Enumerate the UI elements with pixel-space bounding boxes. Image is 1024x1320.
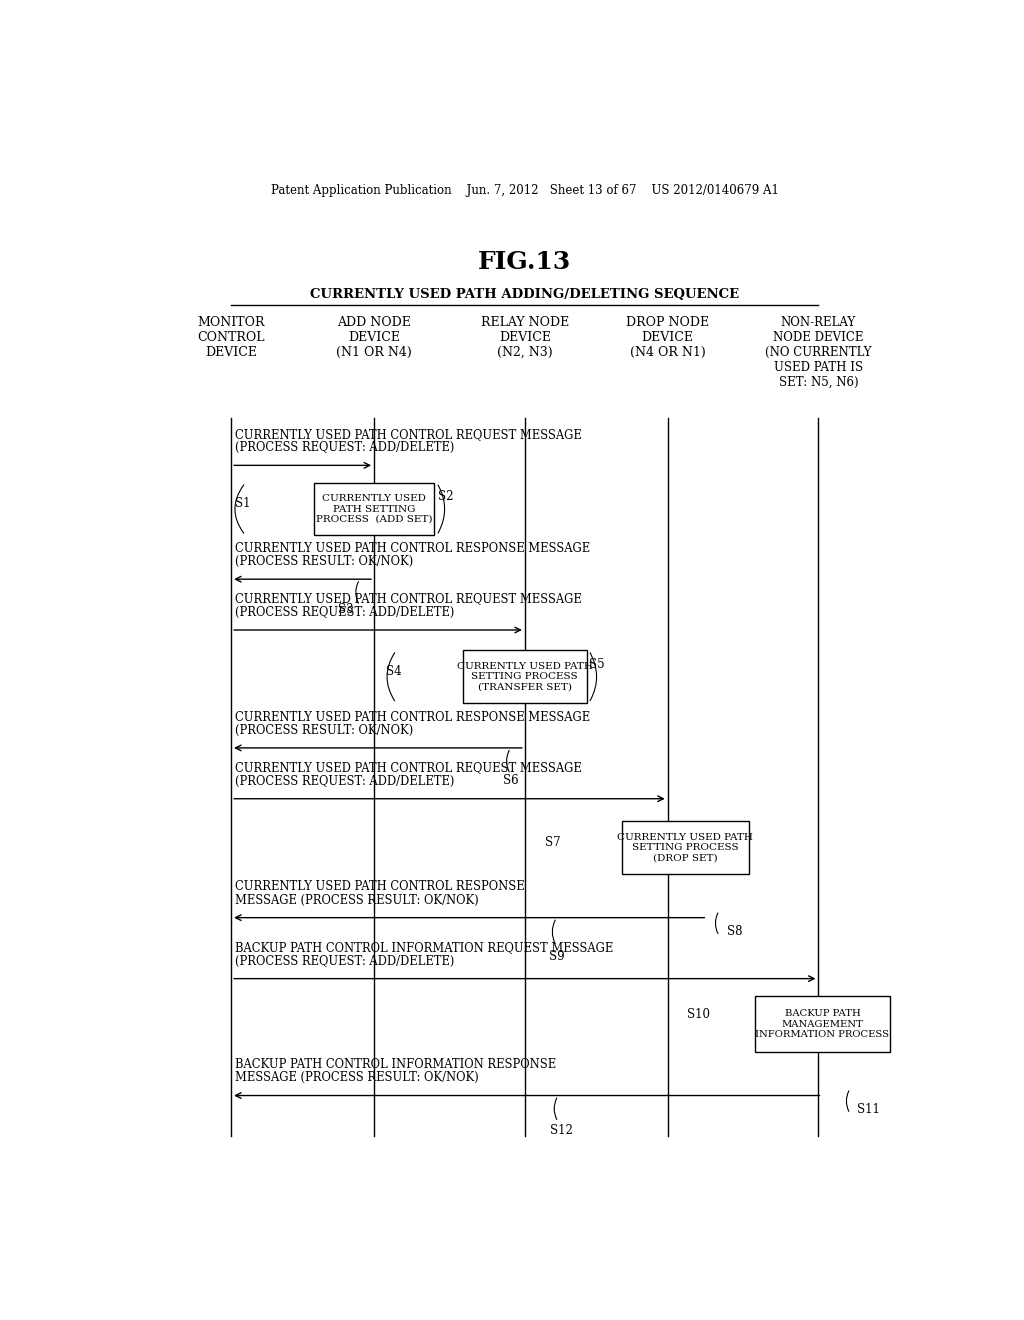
Text: MONITOR
CONTROL
DEVICE: MONITOR CONTROL DEVICE: [198, 315, 265, 359]
Text: (PROCESS RESULT: OK/NOK): (PROCESS RESULT: OK/NOK): [236, 554, 414, 568]
FancyBboxPatch shape: [463, 651, 587, 704]
Text: S12: S12: [550, 1123, 573, 1137]
Text: CURRENTLY USED PATH
SETTING PROCESS
(DROP SET): CURRENTLY USED PATH SETTING PROCESS (DRO…: [617, 833, 753, 862]
Text: DROP NODE
DEVICE
(N4 OR N1): DROP NODE DEVICE (N4 OR N1): [626, 315, 710, 359]
Text: S5: S5: [590, 659, 605, 671]
Text: CURRENTLY USED PATH ADDING/DELETING SEQUENCE: CURRENTLY USED PATH ADDING/DELETING SEQU…: [310, 289, 739, 301]
Text: NON-RELAY
NODE DEVICE
(NO CURRENTLY
USED PATH IS
SET: N5, N6): NON-RELAY NODE DEVICE (NO CURRENTLY USED…: [765, 315, 871, 389]
Text: BACKUP PATH CONTROL INFORMATION RESPONSE: BACKUP PATH CONTROL INFORMATION RESPONSE: [236, 1059, 556, 1071]
Text: CURRENTLY USED PATH
SETTING PROCESS
(TRANSFER SET): CURRENTLY USED PATH SETTING PROCESS (TRA…: [457, 661, 593, 692]
Text: CURRENTLY USED PATH CONTROL REQUEST MESSAGE: CURRENTLY USED PATH CONTROL REQUEST MESS…: [236, 593, 582, 606]
Text: CURRENTLY USED PATH CONTROL RESPONSE MESSAGE: CURRENTLY USED PATH CONTROL RESPONSE MES…: [236, 710, 590, 723]
Text: (PROCESS REQUEST: ADD/DELETE): (PROCESS REQUEST: ADD/DELETE): [236, 954, 455, 968]
Text: BACKUP PATH
MANAGEMENT
INFORMATION PROCESS: BACKUP PATH MANAGEMENT INFORMATION PROCE…: [756, 1010, 890, 1039]
Text: CURRENTLY USED PATH CONTROL REQUEST MESSAGE: CURRENTLY USED PATH CONTROL REQUEST MESS…: [236, 428, 582, 441]
Text: S4: S4: [386, 665, 401, 678]
Text: ADD NODE
DEVICE
(N1 OR N4): ADD NODE DEVICE (N1 OR N4): [336, 315, 412, 359]
Text: S2: S2: [438, 490, 454, 503]
Text: S10: S10: [687, 1007, 711, 1020]
Text: FIG.13: FIG.13: [478, 249, 571, 273]
Text: BACKUP PATH CONTROL INFORMATION REQUEST MESSAGE: BACKUP PATH CONTROL INFORMATION REQUEST …: [236, 941, 613, 954]
Text: (PROCESS REQUEST: ADD/DELETE): (PROCESS REQUEST: ADD/DELETE): [236, 441, 455, 454]
Text: CURRENTLY USED PATH CONTROL RESPONSE: CURRENTLY USED PATH CONTROL RESPONSE: [236, 880, 524, 894]
FancyBboxPatch shape: [622, 821, 749, 874]
Text: S3: S3: [338, 603, 354, 616]
FancyBboxPatch shape: [313, 483, 434, 536]
Text: (PROCESS RESULT: OK/NOK): (PROCESS RESULT: OK/NOK): [236, 723, 414, 737]
Text: MESSAGE (PROCESS RESULT: OK/NOK): MESSAGE (PROCESS RESULT: OK/NOK): [236, 894, 479, 907]
Text: CURRENTLY USED PATH CONTROL RESPONSE MESSAGE: CURRENTLY USED PATH CONTROL RESPONSE MES…: [236, 541, 590, 554]
Text: S8: S8: [727, 925, 742, 939]
Text: S7: S7: [545, 836, 560, 849]
Text: (PROCESS REQUEST: ADD/DELETE): (PROCESS REQUEST: ADD/DELETE): [236, 775, 455, 788]
FancyBboxPatch shape: [755, 997, 890, 1052]
Text: S11: S11: [856, 1104, 880, 1117]
Text: MESSAGE (PROCESS RESULT: OK/NOK): MESSAGE (PROCESS RESULT: OK/NOK): [236, 1072, 479, 1084]
Text: S1: S1: [236, 498, 251, 511]
Text: S9: S9: [549, 950, 564, 962]
Text: S6: S6: [503, 774, 518, 787]
Text: RELAY NODE
DEVICE
(N2, N3): RELAY NODE DEVICE (N2, N3): [480, 315, 569, 359]
Text: CURRENTLY USED PATH CONTROL REQUEST MESSAGE: CURRENTLY USED PATH CONTROL REQUEST MESS…: [236, 762, 582, 775]
Text: Patent Application Publication    Jun. 7, 2012   Sheet 13 of 67    US 2012/01406: Patent Application Publication Jun. 7, 2…: [271, 183, 778, 197]
Text: (PROCESS REQUEST: ADD/DELETE): (PROCESS REQUEST: ADD/DELETE): [236, 606, 455, 619]
Text: CURRENTLY USED
PATH SETTING
PROCESS  (ADD SET): CURRENTLY USED PATH SETTING PROCESS (ADD…: [315, 494, 432, 524]
